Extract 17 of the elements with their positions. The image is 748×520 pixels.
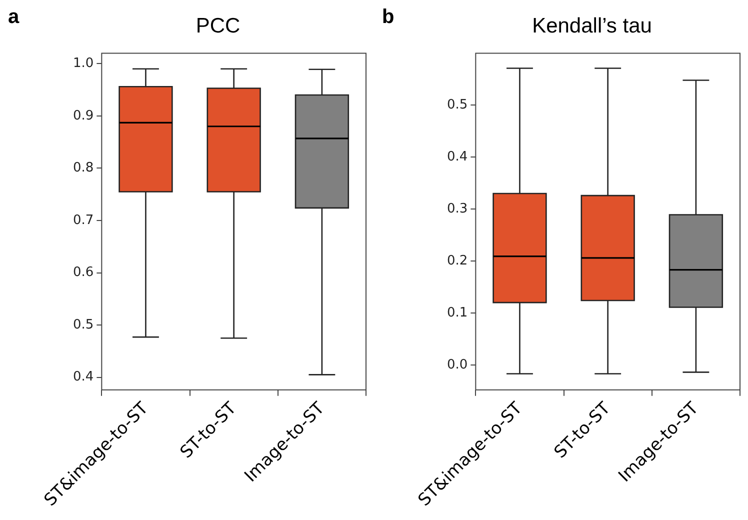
y-tick-label: 0.9	[72, 108, 94, 124]
chart-title: Kendall’s tau	[532, 14, 652, 38]
y-tick-label: 0.6	[72, 265, 94, 280]
y-tick-label: 0.4	[446, 149, 468, 164]
text: b	[382, 6, 394, 29]
y-tick-label: 0.4	[72, 370, 94, 385]
y-tick-label: 0.1	[446, 305, 468, 320]
y-tick-label: 1.0	[72, 56, 94, 72]
y-tick-label: 0.5	[446, 98, 468, 113]
y-tick-label: 0.8	[72, 160, 94, 176]
y-tick-label: 0.3	[446, 201, 468, 216]
y-tick-label: 0.7	[72, 212, 94, 228]
chart-title: PCC	[196, 14, 240, 38]
y-tick-label: 0.0	[446, 357, 468, 372]
y-tick-label: 0.2	[446, 253, 468, 268]
text: a	[8, 6, 20, 29]
y-tick-label: 0.5	[72, 317, 94, 332]
